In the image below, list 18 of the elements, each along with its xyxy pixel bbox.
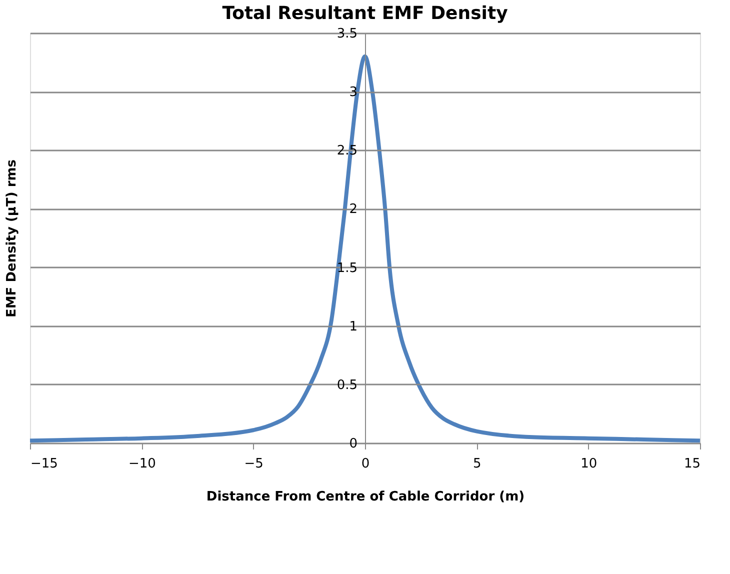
x-tick-label: −15 — [30, 456, 58, 472]
y-tick-label: 1.5 — [336, 260, 358, 276]
y-tick-label: 0.5 — [336, 378, 358, 393]
x-axis-title: Distance From Centre of Cable Corridor (m) — [206, 490, 525, 504]
x-tick-label: 5 — [473, 456, 482, 472]
x-tick-label: 10 — [580, 456, 598, 472]
x-tick-label: −5 — [244, 456, 264, 472]
y-tick-label: 3 — [349, 85, 358, 100]
x-tick-label: −10 — [128, 456, 156, 472]
y-tick-label: 1 — [349, 319, 358, 334]
x-tick-label: 15 — [684, 456, 700, 472]
y-axis-title: EMF Density (µT) rms — [4, 159, 20, 318]
chart-title: Total Resultant EMF Density — [222, 3, 508, 24]
y-tick-label: 2.5 — [336, 144, 358, 159]
y-tick-label: 2 — [349, 202, 358, 218]
y-tick-label: 3.5 — [336, 26, 358, 42]
y-tick-label: 0 — [349, 436, 358, 452]
x-tick-label: 0 — [361, 456, 370, 472]
